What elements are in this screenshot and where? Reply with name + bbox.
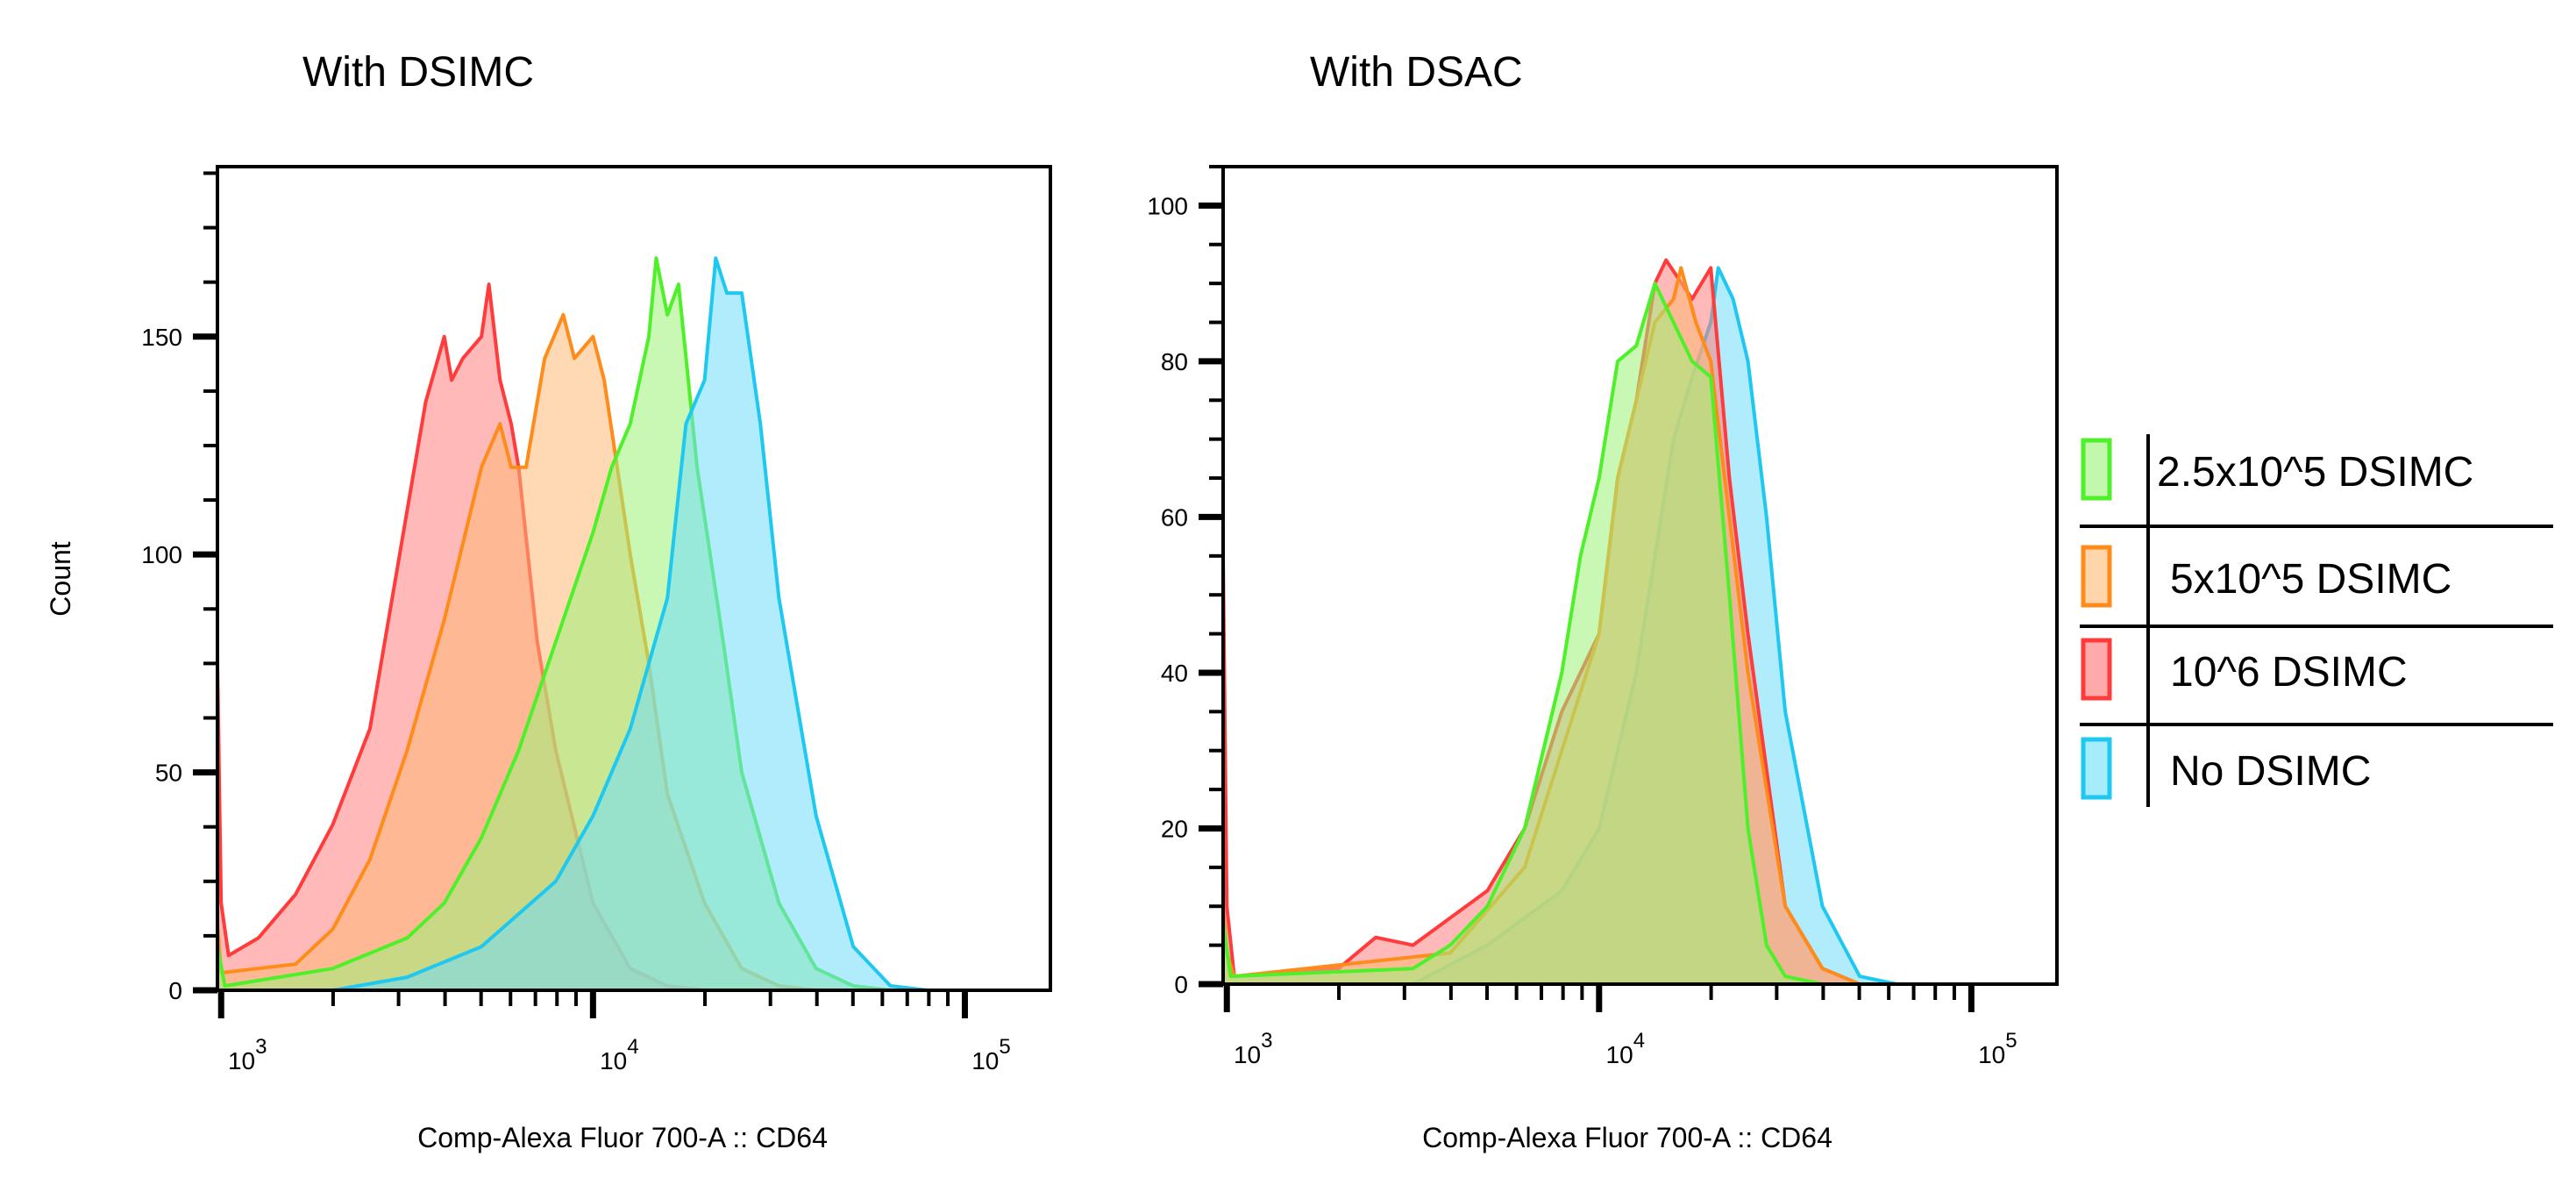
legend-item: 10^6 DSIMC	[2081, 638, 2408, 701]
legend-label: 2.5x10^5 DSIMC	[2157, 449, 2473, 496]
legend-item: 2.5x10^5 DSIMC	[2081, 438, 2473, 501]
x-tick-label: 103	[228, 1035, 267, 1074]
y-tick-label: 100	[141, 541, 182, 568]
y-tick-label: 20	[1161, 815, 1188, 842]
plot-area	[1221, 258, 2057, 986]
chart-title: With DSAC	[1310, 49, 1523, 96]
y-tick-label: 40	[1161, 660, 1188, 687]
series-line	[332, 256, 929, 992]
x-tick-exponent: 3	[1261, 1029, 1272, 1053]
x-tick-label: 104	[600, 1035, 639, 1074]
y-tick-label: 50	[155, 760, 182, 787]
x-tick-exponent: 3	[255, 1035, 267, 1059]
x-tick-base: 10	[228, 1047, 255, 1074]
y-tick-label: 60	[1161, 503, 1188, 531]
legend-item: No DSIMC	[2081, 737, 2371, 800]
plot-frame	[216, 165, 1052, 992]
legend: 2.5x10^5 DSIMC 5x10^5 DSIMC 10^6 DSIMC No D…	[2080, 434, 2553, 807]
y-tick-label: 0	[168, 977, 182, 1004]
legend-label: 5x10^5 DSIMC	[2170, 556, 2451, 603]
x-tick-label: 105	[1978, 1029, 2017, 1068]
x-axis-label: Comp-Alexa Fluor 700-A :: CD64	[1422, 1122, 1832, 1153]
legend-swatch	[2081, 438, 2112, 501]
plot-area	[216, 256, 1050, 992]
x-tick-exponent: 4	[627, 1035, 638, 1059]
plot-frame	[1221, 165, 2059, 986]
legend-label: 10^6 DSIMC	[2170, 649, 2408, 696]
legend-swatch	[2081, 737, 2112, 800]
legend-swatch	[2081, 638, 2112, 701]
x-tick-base: 10	[971, 1047, 999, 1074]
x-tick-base: 10	[1606, 1041, 1633, 1068]
x-tick-base: 10	[600, 1047, 627, 1074]
series-line	[1221, 282, 1823, 986]
x-axis-label: Comp-Alexa Fluor 700-A :: CD64	[417, 1122, 828, 1153]
y-tick-label: 0	[1174, 971, 1188, 998]
y-tick-label: 100	[1147, 192, 1188, 219]
y-tick-label: 80	[1161, 348, 1188, 375]
x-tick-exponent: 5	[2005, 1029, 2017, 1053]
chart-title: With DSIMC	[302, 49, 534, 96]
y-tick-label: 150	[141, 324, 182, 351]
legend-item: 5x10^5 DSIMC	[2081, 545, 2451, 608]
x-tick-exponent: 4	[1633, 1029, 1645, 1053]
series-area	[332, 258, 928, 990]
x-tick-base: 10	[1234, 1041, 1261, 1068]
legend-swatch	[2081, 545, 2112, 608]
legend-label: No DSIMC	[2170, 748, 2371, 795]
x-tick-base: 10	[1978, 1041, 2005, 1068]
x-tick-label: 104	[1606, 1029, 1646, 1068]
series-area	[1223, 283, 1823, 985]
x-tick-label: 105	[971, 1035, 1011, 1074]
x-tick-exponent: 5	[999, 1035, 1010, 1059]
y-axis-label: Count	[45, 541, 76, 617]
x-tick-label: 103	[1234, 1029, 1273, 1068]
